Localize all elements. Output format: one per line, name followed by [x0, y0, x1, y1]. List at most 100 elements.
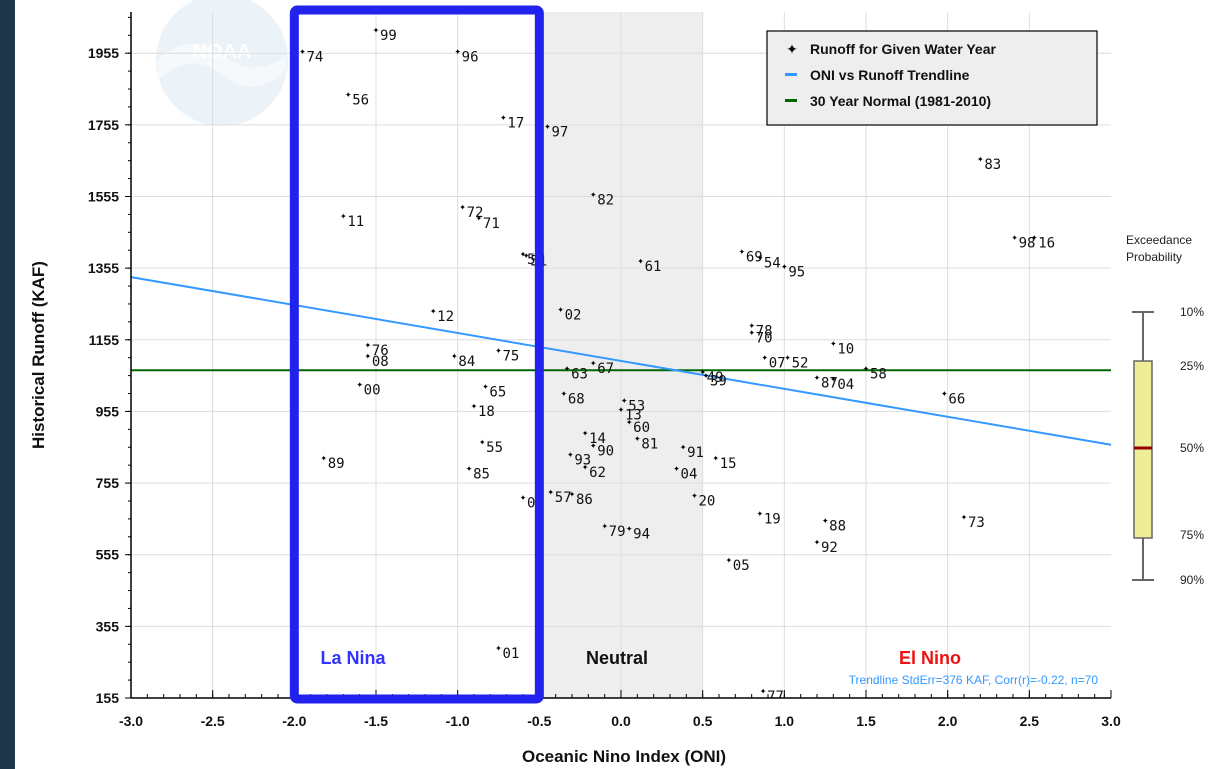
- data-point-label: 00: [364, 383, 381, 399]
- data-point-marker: ✦: [601, 522, 608, 531]
- el-nino-label: El Nino: [899, 648, 961, 668]
- data-point-label: 68: [568, 392, 585, 408]
- data-point-label: 76: [372, 343, 389, 359]
- data-point-marker: ✦: [345, 90, 352, 99]
- data-point-label: 01: [503, 646, 520, 662]
- data-point-label: 04: [681, 467, 698, 483]
- data-point-label: 97: [552, 125, 569, 141]
- legend-marker-runoff: ✦: [786, 41, 798, 57]
- data-point-marker: ✦: [364, 352, 371, 361]
- data-point-label: 60: [633, 420, 650, 436]
- data-point-marker: ✦: [781, 262, 788, 271]
- x-tick-label: -3.0: [119, 713, 143, 729]
- data-point-marker: ✦: [523, 252, 530, 261]
- x-tick-label: -0.5: [527, 713, 551, 729]
- y-tick-label: 555: [96, 547, 120, 563]
- data-point-label: 14: [589, 431, 606, 447]
- data-point-label: 89: [328, 456, 345, 472]
- legend-label-runoff: Runoff for Given Water Year: [810, 41, 996, 57]
- data-point-label: 65: [489, 384, 506, 400]
- data-point-marker: ✦: [590, 359, 597, 368]
- data-point-label: 93: [574, 452, 591, 468]
- y-tick-label: 955: [96, 403, 120, 419]
- data-point-marker: ✦: [618, 406, 625, 415]
- data-point-marker: ✦: [373, 26, 380, 35]
- data-point-label: 39: [710, 374, 727, 390]
- data-point-marker: ✦: [547, 488, 554, 497]
- data-point-label: 19: [764, 512, 781, 528]
- x-tick-label: 0.0: [611, 713, 631, 729]
- y-tick-label: 155: [96, 690, 120, 706]
- data-point-marker: ✦: [703, 372, 710, 381]
- x-tick-label: 0.5: [693, 713, 713, 729]
- noaa-logo-watermark: NOAA: [156, 0, 288, 126]
- window-frame-edge: [0, 0, 15, 769]
- x-tick-label: 2.0: [938, 713, 958, 729]
- exceedance-label-90: 90%: [1180, 573, 1204, 587]
- data-point-marker: ✦: [814, 373, 821, 382]
- chart-legend: ✦ Runoff for Given Water Year ONI vs Run…: [766, 30, 1098, 126]
- data-point-marker: ✦: [569, 490, 576, 499]
- data-point-marker: ✦: [451, 352, 458, 361]
- data-point-label: 62: [589, 465, 606, 481]
- data-point-label: 92: [821, 540, 838, 556]
- exceedance-label-50: 50%: [1180, 441, 1204, 455]
- data-point-marker: ✦: [756, 510, 763, 519]
- y-tick-label: 1555: [88, 188, 119, 204]
- data-point-marker: ✦: [977, 155, 984, 164]
- data-point-label: 77: [767, 689, 784, 705]
- data-point-label: 88: [829, 519, 846, 535]
- legend-swatch-trendline: [785, 73, 797, 76]
- data-point-marker: ✦: [941, 390, 948, 399]
- data-point-label: 05: [733, 558, 750, 574]
- data-point-marker: ✦: [495, 347, 502, 356]
- y-tick-label: 1355: [88, 260, 119, 276]
- la-nina-highlight-box: [289, 5, 544, 704]
- data-point-label: 49: [707, 370, 724, 386]
- y-axis-title: Historical Runoff (KAF): [29, 261, 48, 449]
- la-nina-label: La Nina: [320, 648, 386, 668]
- data-point-marker: ✦: [1011, 234, 1018, 243]
- data-point-marker: ✦: [520, 250, 527, 259]
- data-point-label: 66: [948, 392, 965, 408]
- data-point-marker: ✦: [479, 438, 486, 447]
- data-point-marker: ✦: [784, 354, 791, 363]
- data-point-label: 70: [756, 331, 773, 347]
- exceedance-label-10: 10%: [1180, 305, 1204, 319]
- data-point-label: 55: [486, 440, 503, 456]
- legend-label-trendline: ONI vs Runoff Trendline: [810, 67, 970, 83]
- data-point-marker: ✦: [466, 465, 473, 474]
- data-point-label: 85: [473, 467, 490, 483]
- data-point-marker: ✦: [830, 339, 837, 348]
- data-point-marker: ✦: [476, 214, 483, 223]
- data-point-marker: ✦: [673, 465, 680, 474]
- data-point-marker: ✦: [564, 364, 571, 373]
- data-point-marker: ✦: [680, 443, 687, 452]
- data-point-marker: ✦: [582, 463, 589, 472]
- data-point-marker: ✦: [814, 538, 821, 547]
- data-point-label: 07: [769, 356, 786, 372]
- data-point-marker: ✦: [621, 397, 628, 406]
- data-point-label: 82: [597, 193, 614, 209]
- data-point-label: 16: [1038, 236, 1055, 252]
- data-point-marker: ✦: [712, 454, 719, 463]
- data-point-label: 86: [576, 492, 593, 508]
- data-point-label: 81: [641, 436, 658, 452]
- data-point-marker: ✦: [459, 203, 466, 212]
- data-point-marker: ✦: [626, 525, 633, 534]
- data-point-label: 95: [788, 264, 805, 280]
- data-point-marker: ✦: [626, 418, 633, 427]
- data-point-label: 15: [720, 456, 737, 472]
- exceedance-title-line1: Exceedance: [1126, 233, 1192, 247]
- data-point-marker: ✦: [471, 402, 478, 411]
- data-point-marker: ✦: [299, 47, 306, 56]
- x-tick-label: -1.5: [364, 713, 388, 729]
- data-point-label: 72: [467, 205, 484, 221]
- y-tick-label: 355: [96, 618, 120, 634]
- data-point-label: 61: [645, 259, 662, 275]
- y-tick-label: 1155: [89, 332, 120, 348]
- x-tick-label: 1.5: [856, 713, 876, 729]
- data-point-label: 63: [571, 366, 588, 382]
- data-point-label: 20: [699, 494, 716, 510]
- neutral-label: Neutral: [586, 648, 648, 668]
